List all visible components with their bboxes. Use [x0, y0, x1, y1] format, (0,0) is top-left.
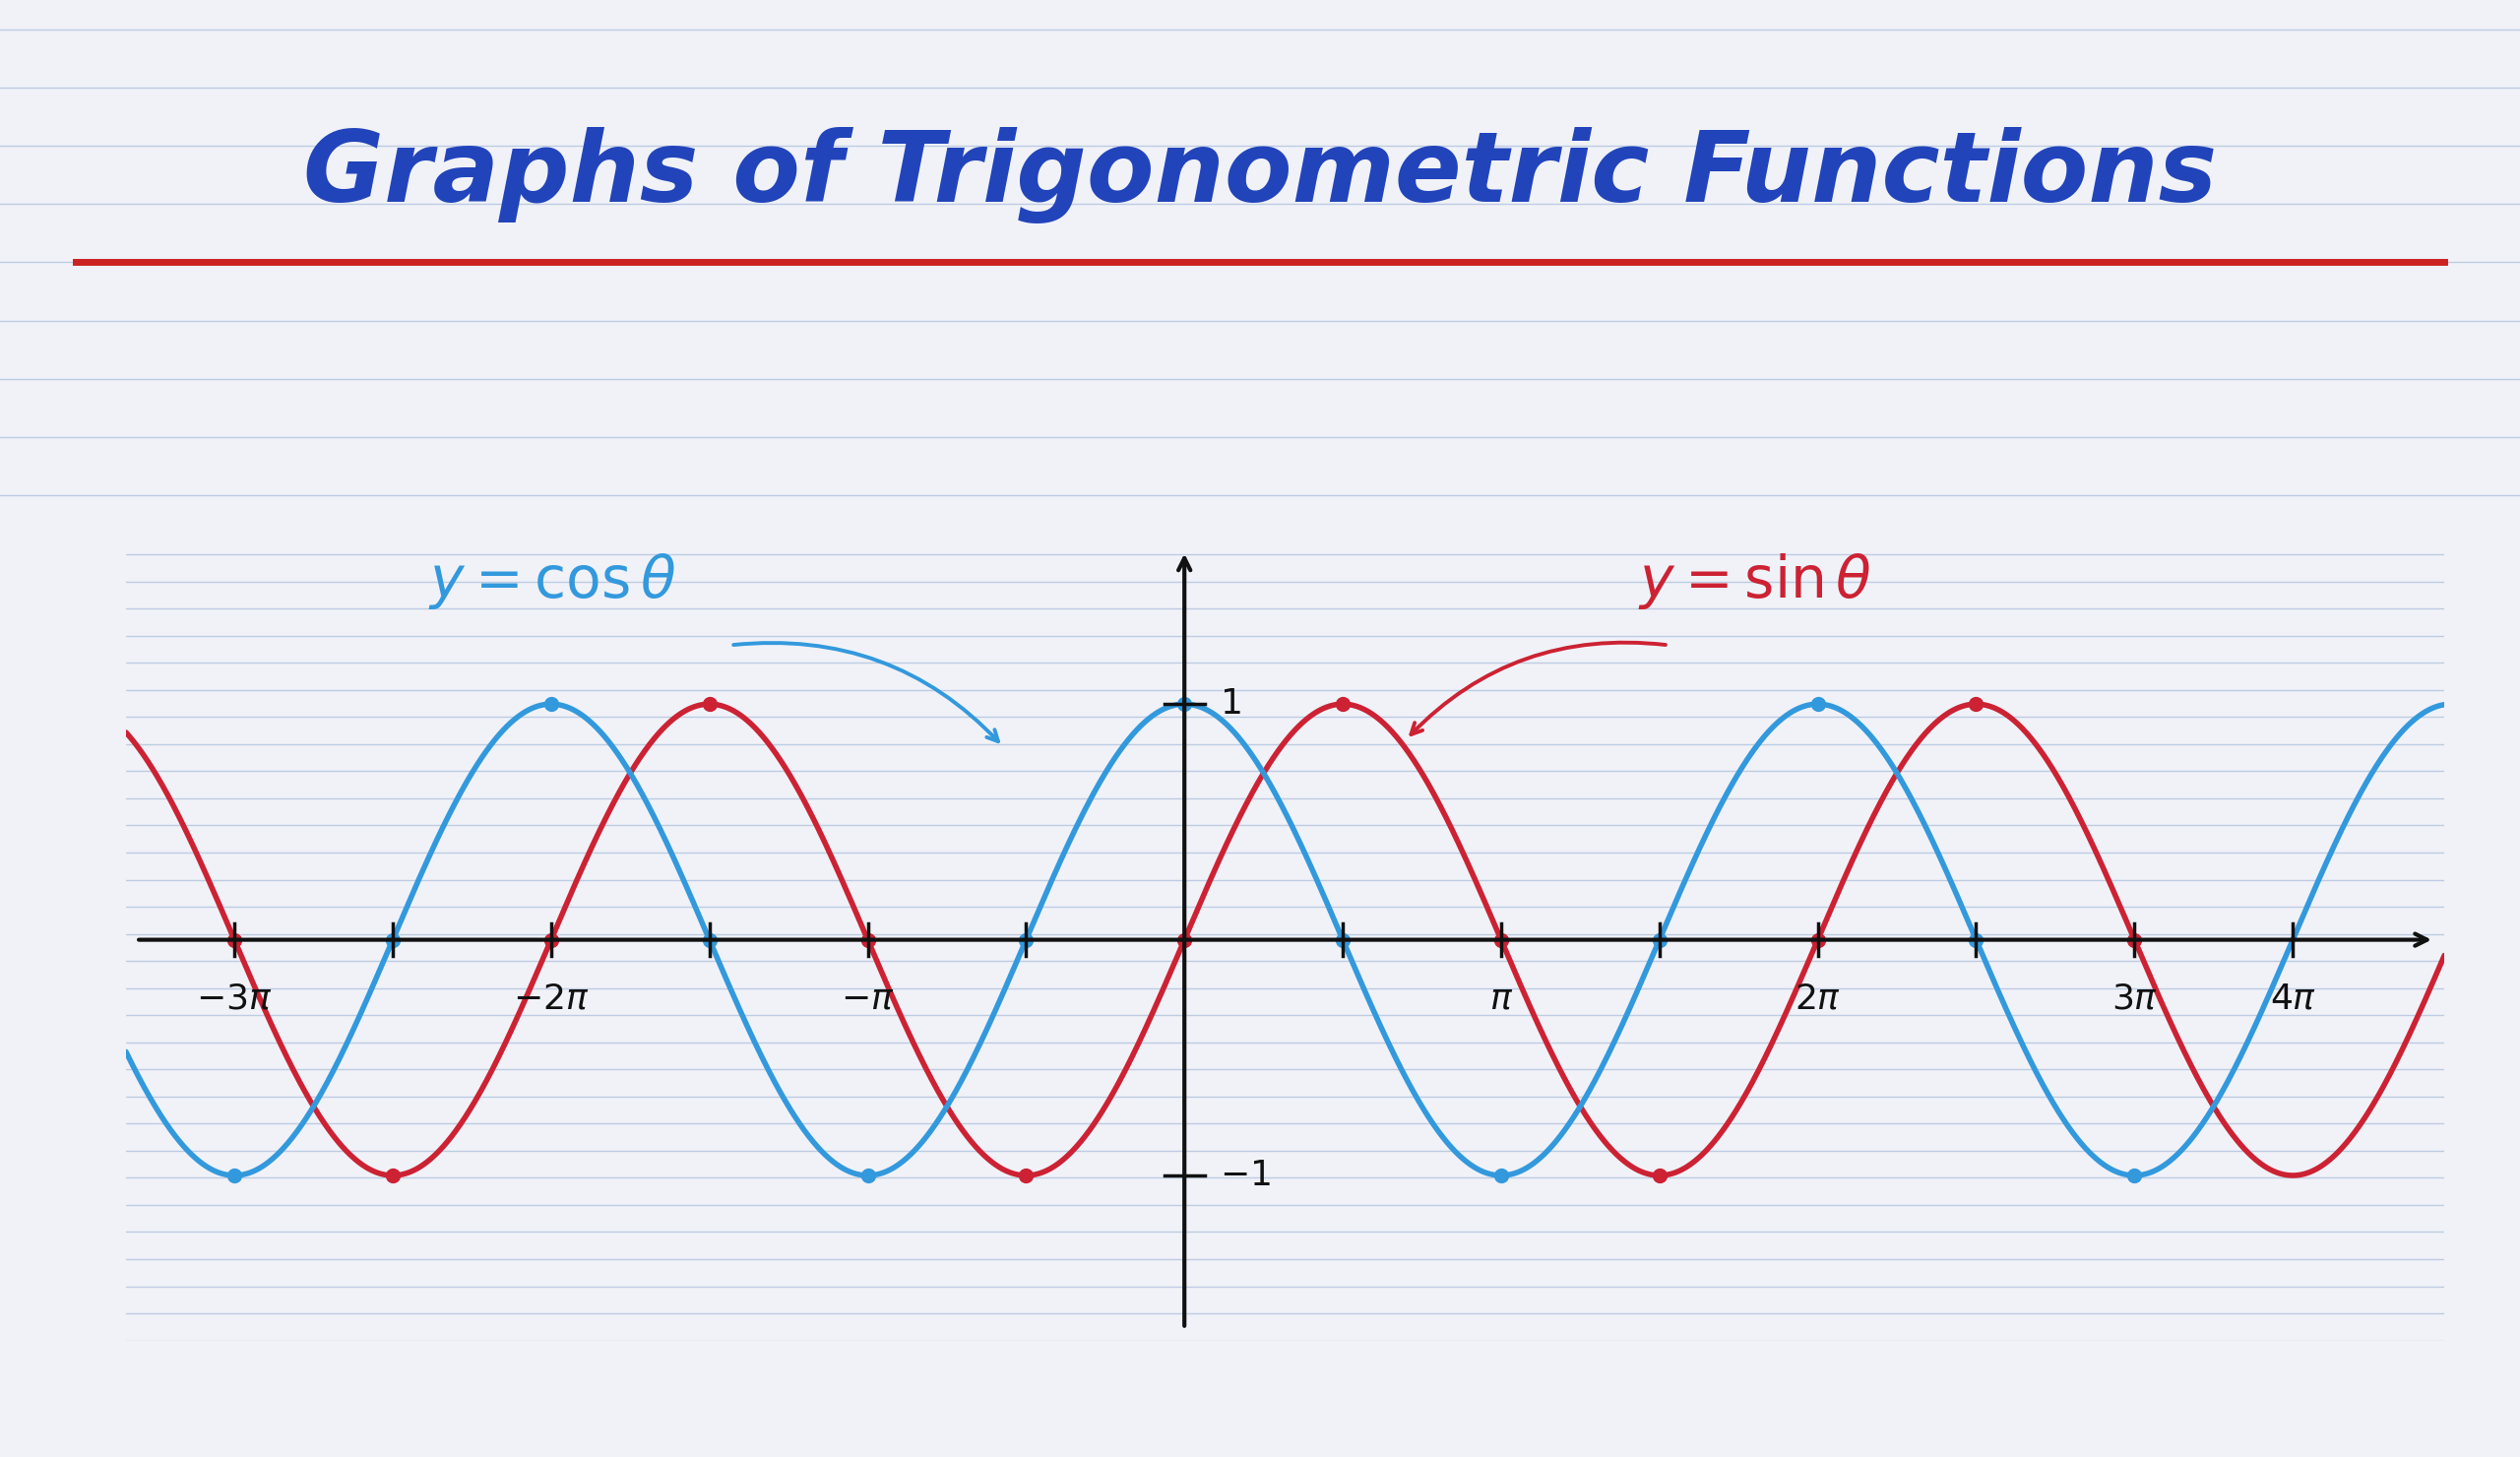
Text: $-3\pi$: $-3\pi$ — [197, 982, 272, 1016]
Text: $3\pi$: $3\pi$ — [2112, 982, 2157, 1016]
Text: $4\pi$: $4\pi$ — [2271, 982, 2316, 1016]
Text: $1$: $1$ — [1220, 688, 1240, 721]
Text: $\pi$: $\pi$ — [1489, 982, 1512, 1016]
Text: $-1$: $-1$ — [1220, 1158, 1270, 1192]
Text: $2\pi$: $2\pi$ — [1794, 982, 1842, 1016]
Text: $-\pi$: $-\pi$ — [842, 982, 895, 1016]
Text: $y = \cos\theta$: $y = \cos\theta$ — [428, 552, 675, 612]
Text: Graphs of Trigonometric Functions: Graphs of Trigonometric Functions — [302, 127, 2218, 223]
Text: $-2\pi$: $-2\pi$ — [514, 982, 590, 1016]
Text: $y = \sin\theta$: $y = \sin\theta$ — [1638, 552, 1872, 612]
